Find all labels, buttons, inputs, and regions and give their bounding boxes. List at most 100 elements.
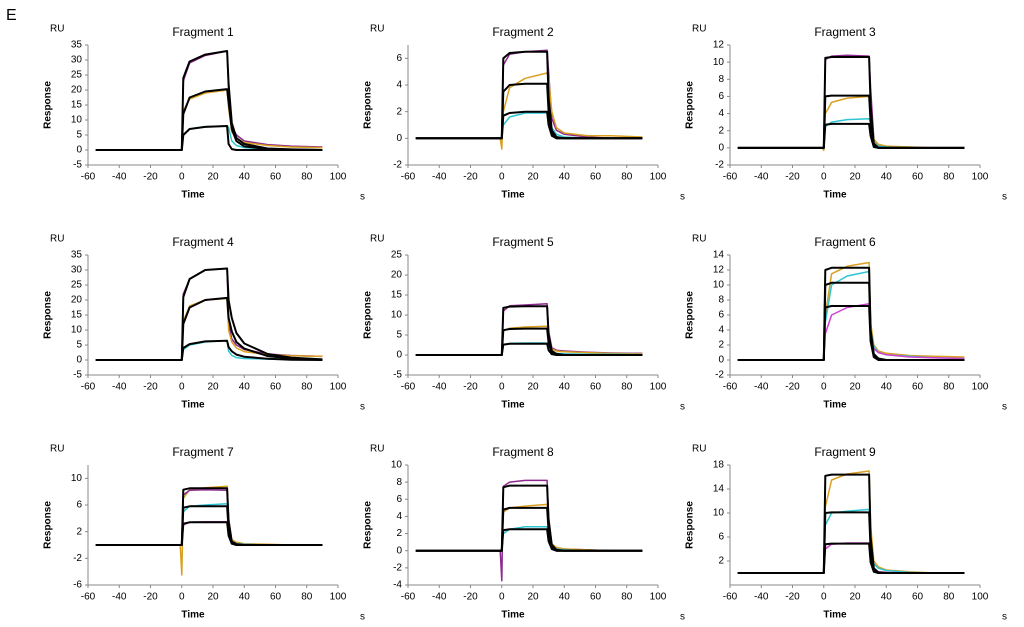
x-axis-label: Time (823, 190, 847, 201)
x-tick-label: 60 (270, 172, 282, 183)
y-tick-label: 0 (76, 145, 82, 156)
chart-panel: Fragment 7 RU Response Time s -6 -2 2 6 10 -60 -40 -… (43, 444, 365, 623)
x-tick-label: 80 (301, 172, 313, 183)
series-line (95, 485, 323, 576)
x-tick-label: 100 (330, 592, 347, 603)
y-axis-label: Response (685, 291, 696, 339)
x-tick-label: 60 (270, 592, 282, 603)
chart-title: Fragment 4 (172, 235, 234, 249)
series-line (415, 528, 643, 552)
y-tick-label: -5 (393, 370, 402, 381)
series-line (737, 281, 965, 361)
x-tick-label: -20 (785, 382, 800, 393)
x-tick-label: 20 (527, 382, 539, 393)
series-line (415, 50, 643, 140)
x-tick-label: 40 (559, 382, 571, 393)
x-tick-label: -60 (401, 172, 416, 183)
x-tick-label: 100 (650, 172, 667, 183)
series-line (415, 484, 643, 552)
x-tick-label: 100 (650, 382, 667, 393)
chart-title: Fragment 8 (492, 445, 554, 459)
y-tick-label: 30 (71, 265, 83, 276)
series-line (95, 487, 323, 546)
x-tick-label: -20 (463, 172, 478, 183)
chart-title: Fragment 6 (814, 235, 876, 249)
y-tick-label: 6 (396, 53, 402, 64)
y-tick-label: 2 (718, 340, 724, 351)
y-tick-label: -5 (73, 160, 82, 171)
x-tick-label: 0 (821, 382, 827, 393)
series-line (95, 521, 323, 546)
x-axis-label: Time (823, 400, 847, 411)
x-tick-label: 20 (207, 172, 219, 183)
y-tick-label: 4 (396, 80, 402, 91)
y-unit: RU (370, 24, 384, 35)
x-tick-label: 60 (590, 172, 602, 183)
x-tick-label: -20 (143, 592, 158, 603)
y-tick-label: 10 (713, 508, 725, 519)
x-unit: s (680, 192, 685, 203)
x-tick-label: -20 (463, 382, 478, 393)
y-axis-label: Response (685, 501, 696, 549)
x-tick-label: 0 (179, 172, 185, 183)
y-tick-label: 20 (71, 85, 83, 96)
chart-title: Fragment 7 (172, 445, 234, 459)
y-tick-label: 0 (396, 133, 402, 144)
x-tick-label: 40 (559, 172, 571, 183)
x-unit: s (360, 192, 365, 203)
x-tick-label: 20 (527, 172, 539, 183)
x-tick-label: 40 (239, 172, 251, 183)
y-tick-label: 5 (396, 330, 402, 341)
series-line (95, 520, 323, 546)
x-axis-label: Time (501, 190, 525, 201)
y-tick-label: 25 (71, 280, 83, 291)
y-tick-label: 8 (396, 477, 402, 488)
series-line (737, 542, 965, 574)
x-axis-label: Time (181, 400, 205, 411)
x-tick-label: -60 (723, 382, 738, 393)
x-tick-label: 0 (821, 172, 827, 183)
series-line (737, 261, 965, 361)
series-line (737, 305, 965, 361)
x-tick-label: 60 (912, 172, 924, 183)
x-unit: s (680, 402, 685, 413)
x-tick-label: 40 (881, 592, 893, 603)
y-tick-label: 4 (396, 511, 402, 522)
chart-title: Fragment 5 (492, 235, 554, 249)
y-tick-label: 14 (713, 484, 725, 495)
series-line (415, 327, 643, 356)
y-tick-label: -4 (393, 580, 402, 591)
series-line (415, 49, 643, 140)
series-line (95, 505, 323, 546)
x-tick-label: 80 (301, 382, 313, 393)
x-tick-label: 100 (972, 382, 989, 393)
x-tick-label: 60 (912, 382, 924, 393)
x-tick-label: 80 (621, 382, 633, 393)
series-line (95, 89, 323, 151)
x-tick-label: 40 (239, 382, 251, 393)
x-unit: s (1002, 192, 1007, 203)
x-tick-label: 20 (849, 172, 861, 183)
y-tick-label: 10 (391, 460, 403, 471)
x-tick-label: 100 (330, 382, 347, 393)
series-line (737, 94, 965, 149)
y-axis-label: Response (363, 291, 374, 339)
x-tick-label: 100 (972, 592, 989, 603)
chart-panel: Fragment 4 RU Response Time s -5 0 5 10 15 20 25 30 3… (43, 234, 365, 413)
x-tick-label: 80 (943, 172, 955, 183)
chart-panel: Fragment 5 RU Response Time s -5 0 5 10 15 20 25 -60… (363, 234, 685, 413)
series-line (415, 305, 643, 356)
series-line (737, 54, 965, 149)
y-unit: RU (50, 24, 64, 35)
y-tick-label: -2 (393, 562, 402, 573)
x-tick-label: -40 (112, 592, 127, 603)
x-unit: s (360, 612, 365, 623)
x-tick-label: -20 (463, 592, 478, 603)
x-tick-label: 60 (590, 382, 602, 393)
y-tick-label: 12 (713, 265, 725, 276)
y-tick-label: 20 (71, 295, 83, 306)
x-tick-label: 40 (881, 382, 893, 393)
y-tick-label: 15 (391, 290, 403, 301)
